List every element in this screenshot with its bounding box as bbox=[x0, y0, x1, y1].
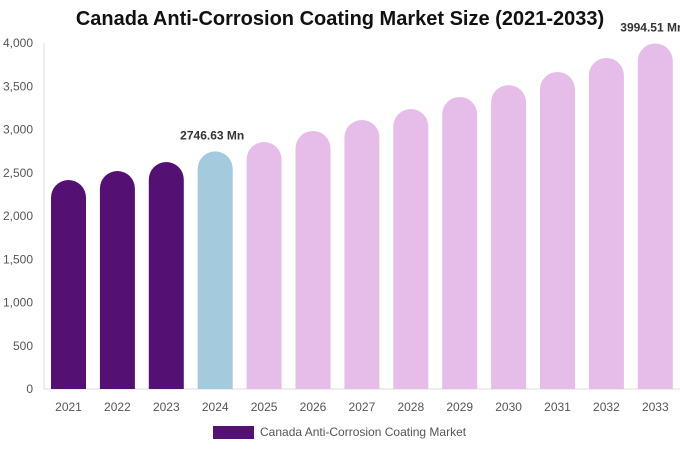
y-tick-label: 2,500 bbox=[3, 166, 33, 180]
x-tick-label: 2027 bbox=[349, 400, 376, 414]
bar-2022 bbox=[99, 171, 135, 389]
y-tick-label: 3,000 bbox=[3, 123, 33, 137]
y-tick-label: 2,000 bbox=[3, 209, 33, 223]
bar-2031 bbox=[540, 71, 575, 389]
x-tick-label: 2023 bbox=[153, 400, 180, 414]
legend-swatch bbox=[213, 425, 254, 439]
bar-2030 bbox=[491, 85, 527, 389]
y-tick-label: 500 bbox=[13, 339, 33, 353]
x-tick-label: 2031 bbox=[544, 400, 571, 414]
bar-2029 bbox=[442, 96, 478, 389]
bar-2028 bbox=[393, 108, 429, 389]
bar-2024 bbox=[197, 151, 233, 389]
y-tick-label: 0 bbox=[26, 382, 33, 396]
x-tick-label: 2032 bbox=[593, 400, 620, 414]
x-tick-label: 2025 bbox=[251, 400, 278, 414]
legend: Canada Anti-Corrosion Coating Market bbox=[213, 425, 466, 439]
bar-2033 bbox=[637, 43, 673, 389]
legend-label: Canada Anti-Corrosion Coating Market bbox=[260, 425, 467, 439]
y-tick-label: 1,000 bbox=[3, 296, 33, 310]
bar-2032 bbox=[588, 57, 624, 389]
y-tick-label: 4,000 bbox=[3, 36, 33, 50]
data-label: 2746.63 Mn bbox=[180, 128, 244, 142]
x-tick-label: 2030 bbox=[495, 400, 522, 414]
y-tick-label: 3,500 bbox=[3, 79, 33, 93]
bar-2027 bbox=[344, 119, 380, 390]
bar-2026 bbox=[295, 130, 331, 389]
x-tick-label: 2029 bbox=[446, 400, 473, 414]
x-tick-label: 2033 bbox=[642, 400, 669, 414]
bar-2025 bbox=[246, 142, 282, 389]
data-label: 3994.51 Mn bbox=[620, 20, 680, 34]
bar-2023 bbox=[148, 162, 184, 389]
bar-2021 bbox=[51, 180, 86, 389]
x-tick-label: 2028 bbox=[397, 400, 424, 414]
x-tick-label: 2024 bbox=[202, 400, 229, 414]
y-tick-label: 1,500 bbox=[3, 252, 33, 266]
chart-title: Canada Anti-Corrosion Coating Market Siz… bbox=[75, 8, 605, 30]
x-tick-label: 2022 bbox=[104, 400, 131, 414]
x-tick-label: 2021 bbox=[55, 400, 82, 414]
x-tick-label: 2026 bbox=[300, 400, 327, 414]
